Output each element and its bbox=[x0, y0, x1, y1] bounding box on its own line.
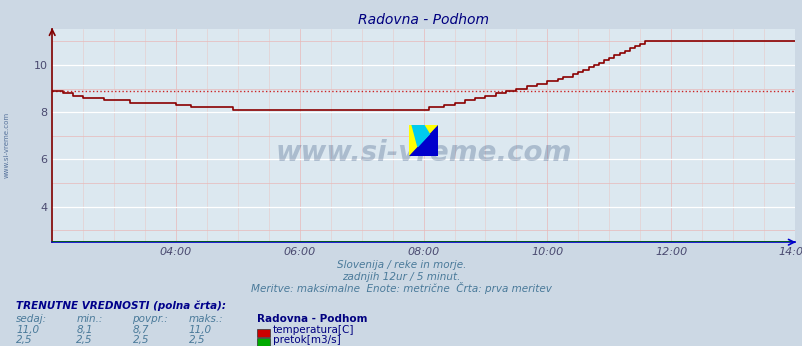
Text: temperatura[C]: temperatura[C] bbox=[273, 325, 354, 335]
Text: min.:: min.: bbox=[76, 315, 103, 325]
Text: sedaj:: sedaj: bbox=[16, 315, 47, 325]
Title: Radovna - Podhom: Radovna - Podhom bbox=[358, 13, 488, 27]
Text: 11,0: 11,0 bbox=[16, 325, 39, 335]
Polygon shape bbox=[409, 125, 438, 156]
Text: 2,5: 2,5 bbox=[16, 335, 33, 345]
Polygon shape bbox=[409, 125, 438, 156]
Text: 8,7: 8,7 bbox=[132, 325, 149, 335]
Text: 8,1: 8,1 bbox=[76, 325, 93, 335]
Text: 2,5: 2,5 bbox=[188, 335, 205, 345]
Text: 2,5: 2,5 bbox=[76, 335, 93, 345]
Text: www.si-vreme.com: www.si-vreme.com bbox=[275, 139, 571, 167]
Text: 11,0: 11,0 bbox=[188, 325, 212, 335]
Text: pretok[m3/s]: pretok[m3/s] bbox=[273, 335, 340, 345]
Text: www.si-vreme.com: www.si-vreme.com bbox=[3, 112, 10, 179]
Text: Radovna - Podhom: Radovna - Podhom bbox=[257, 315, 367, 325]
Text: Meritve: maksimalne  Enote: metrične  Črta: prva meritev: Meritve: maksimalne Enote: metrične Črta… bbox=[251, 282, 551, 294]
Text: 2,5: 2,5 bbox=[132, 335, 149, 345]
Text: zadnjih 12ur / 5 minut.: zadnjih 12ur / 5 minut. bbox=[342, 272, 460, 282]
Text: povpr.:: povpr.: bbox=[132, 315, 168, 325]
Text: TRENUTNE VREDNOSTI (polna črta):: TRENUTNE VREDNOSTI (polna črta): bbox=[16, 300, 226, 311]
Text: Slovenija / reke in morje.: Slovenija / reke in morje. bbox=[336, 260, 466, 270]
Polygon shape bbox=[411, 125, 429, 146]
Text: maks.:: maks.: bbox=[188, 315, 223, 325]
